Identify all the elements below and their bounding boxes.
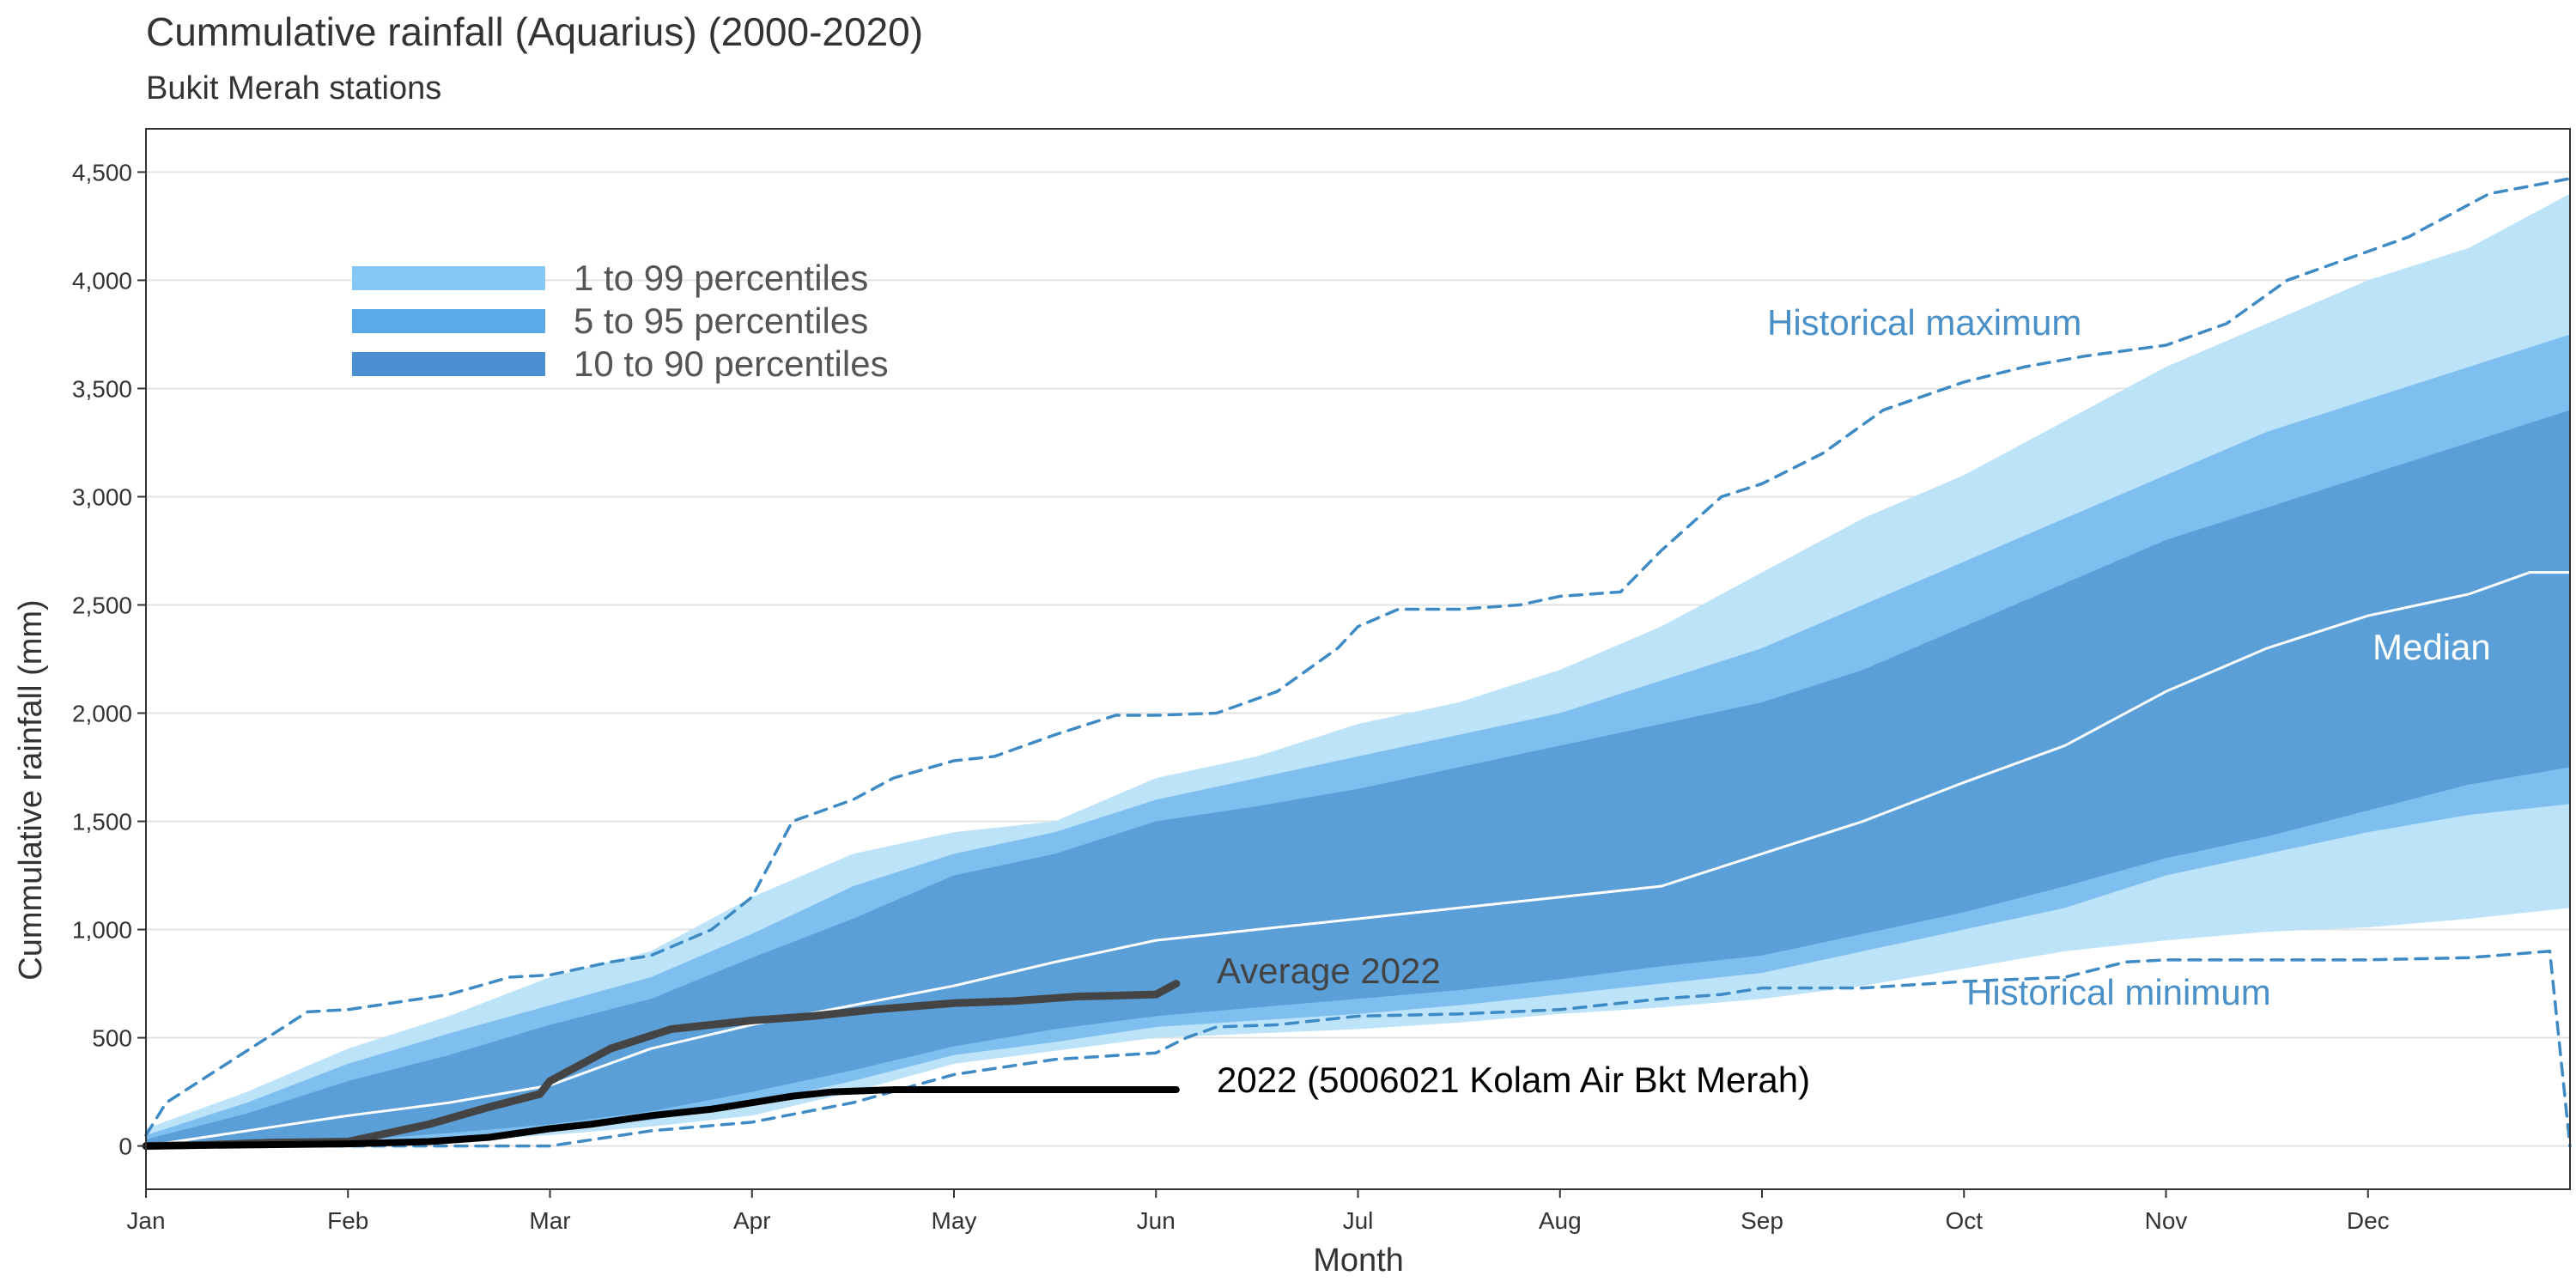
band-10-to-90-percentiles [146,410,2570,1146]
plot-frame [145,128,2571,1190]
y-tick-label: 1,000 [72,917,132,944]
legend-label-5-95: 5 to 95 percentiles [574,301,868,341]
y-tick-label: 4,000 [72,267,132,294]
axis-ticks: 0 500 1,000 1,500 2,000 2,500 3,000 3,500 4,000 4… [72,159,2390,1234]
legend-swatch-1-99 [352,266,545,290]
legend-swatch-10-90 [352,352,545,376]
x-tick-label: Jul [1343,1207,1374,1234]
annotation-historical-minimum: Historical minimum [1966,972,2271,1012]
legend: 1 to 99 percentiles 5 to 95 percentiles … [352,258,889,384]
annotation-median: Median [2372,627,2491,667]
x-tick-label: Sep [1741,1207,1783,1234]
annotation-average-2022: Average 2022 [1217,951,1441,991]
x-tick-label: Dec [2347,1207,2390,1234]
x-tick-label: Nov [2145,1207,2188,1234]
chart-subtitle: Bukit Merah stations [146,70,442,106]
x-tick-label: Oct [1945,1207,1983,1234]
x-tick-label: Aug [1539,1207,1582,1234]
percentile-bands [146,193,2570,1146]
legend-label-10-90: 10 to 90 percentiles [574,343,889,384]
y-tick-label: 1,500 [72,809,132,835]
legend-label-1-99: 1 to 99 percentiles [574,258,868,298]
line-2022-5006021-kolam-air-bkt-merah- [143,1086,1180,1150]
line-historical-maximum [144,177,2572,1137]
line-median [144,571,2572,1148]
annotation-2022-station: 2022 (5006021 Kolam Air Bkt Merah) [1217,1060,1810,1100]
chart-title: Cummulative rainfall (Aquarius) (2000-20… [146,9,924,54]
y-tick-label: 2,500 [72,592,132,618]
x-axis-label: Month [1313,1242,1404,1279]
x-tick-label: Mar [529,1207,570,1234]
annotation-historical-maximum: Historical maximum [1767,302,2081,343]
y-tick-label: 3,500 [72,375,132,402]
x-tick-label: May [932,1207,977,1234]
x-tick-label: Jun [1137,1207,1176,1234]
series-lines [142,177,2572,1151]
line-historical-minimum [144,950,2572,1148]
y-tick-label: 0 [118,1133,132,1160]
y-axis-label: Cummulative rainfall (mm) [13,599,49,980]
band-5-to-95-percentiles [146,334,2570,1146]
x-tick-label: Jan [126,1207,165,1234]
legend-swatch-5-95 [352,309,545,333]
y-tick-label: 3,000 [72,483,132,510]
x-tick-label: Apr [733,1207,771,1234]
y-tick-label: 4,500 [72,159,132,185]
x-tick-label: Feb [327,1207,368,1234]
y-tick-label: 2,000 [72,701,132,727]
y-tick-label: 500 [92,1025,132,1052]
